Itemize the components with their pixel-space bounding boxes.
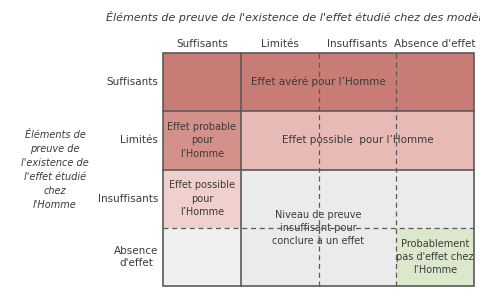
Text: Effet possible
pour
l’Homme: Effet possible pour l’Homme [169,181,235,217]
Bar [163,228,241,286]
Bar [163,53,474,286]
Text: Effet possible  pour l’Homme: Effet possible pour l’Homme [282,135,433,145]
Bar [396,170,474,228]
Text: Suffisants: Suffisants [106,77,158,87]
Text: Absence
d'effet: Absence d'effet [114,246,158,268]
Text: Effet avéré pour l’Homme: Effet avéré pour l’Homme [251,77,386,87]
Bar [163,170,241,228]
Text: Éléments de
preuve de
l'existence de
l'effet étudié
chez
l'Homme: Éléments de preuve de l'existence de l'e… [21,130,89,209]
Bar [396,228,474,286]
Text: Suffisants: Suffisants [176,39,228,49]
Text: Insuffisants: Insuffisants [327,39,387,49]
Bar [241,170,396,286]
Text: Effet probable
pour
l’Homme: Effet probable pour l’Homme [168,122,236,159]
Text: Absence d'effet: Absence d'effet [395,39,476,49]
Bar [163,53,474,111]
Bar [163,111,241,170]
Text: Limités: Limités [120,135,158,145]
Text: Niveau de preuve
insuffisant pour
conclure à un effet: Niveau de preuve insuffisant pour conclu… [273,209,365,246]
Text: Limités: Limités [261,39,299,49]
Text: Probablement
pas d'effet chez
l’Homme: Probablement pas d'effet chez l’Homme [396,239,474,275]
Text: Éléments de preuve de l'existence de l'effet étudié chez des modèles: Éléments de preuve de l'existence de l'e… [106,11,480,23]
Bar [241,111,474,170]
Text: Insuffisants: Insuffisants [97,194,158,204]
